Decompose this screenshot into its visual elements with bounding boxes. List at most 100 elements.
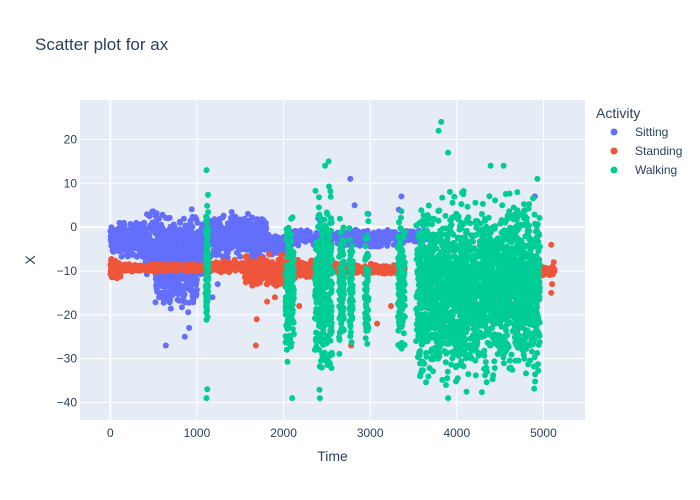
data-point-sitting [209,294,216,301]
data-point-sitting [178,273,185,280]
data-point-sitting [190,296,197,303]
data-point-sitting [161,233,168,240]
data-point-sitting [223,250,230,257]
data-point-standing [125,264,132,271]
data-point-sitting [390,241,397,248]
data-point-walking [346,225,353,232]
data-point-standing [242,253,249,260]
data-point-walking [397,225,404,232]
data-point-walking [321,261,328,268]
data-point-sitting [162,342,169,349]
data-point-walking [204,281,211,288]
data-point-sitting [230,236,237,243]
data-point-sitting [246,220,252,227]
data-point-sitting [234,217,241,224]
data-point-walking [364,340,371,347]
data-point-walking [395,327,402,334]
data-point-walking [204,230,211,237]
data-point-walking [328,289,335,296]
data-point-walking [289,257,296,264]
data-point-sitting [182,230,189,237]
data-point-walking [347,329,354,336]
data-point-sitting [175,231,181,238]
data-point-walking [287,231,294,238]
data-point-standing [548,241,555,248]
data-point-sitting [153,222,160,229]
data-point-sitting [165,237,172,244]
data-point-sitting [228,214,234,221]
data-point-standing [226,269,233,276]
data-point-walking [347,236,353,243]
data-point-standing [253,263,260,270]
data-point-standing [550,268,557,275]
data-point-sitting [152,299,159,306]
data-point-standing [388,303,394,309]
data-point-sitting [181,290,187,297]
data-point-standing [373,264,380,271]
data-point-standing [142,266,149,273]
data-point-standing [549,281,556,288]
data-point-sitting [228,209,235,215]
data-point-walking [328,219,335,226]
data-point-sitting [166,299,173,306]
data-point-sitting [173,276,180,283]
data-point-sitting [220,212,227,219]
data-point-sitting [194,252,200,259]
data-point-sitting [197,230,204,236]
data-point-standing [270,270,277,277]
data-point-walking [397,308,404,315]
data-point-walking [205,209,212,216]
data-point-sitting [122,246,128,253]
data-point-sitting [158,282,165,289]
data-point-sitting [109,235,116,242]
data-point-sitting [348,232,355,239]
data-point-walking [347,274,354,281]
data-point-walking [204,202,211,209]
data-points [107,118,558,402]
data-point-standing [252,342,259,349]
data-point-sitting [147,222,154,229]
data-point-standing [381,267,388,274]
data-point-walking [324,232,331,239]
data-point-standing [356,268,363,275]
data-point-walking [338,305,345,312]
data-point-walking [364,323,371,330]
data-point-sitting [127,239,134,246]
data-point-walking [284,358,291,365]
data-point-walking [347,248,354,255]
data-point-standing [151,263,158,269]
data-point-sitting [182,299,189,306]
data-point-walking [286,276,293,283]
data-point-sitting [234,228,241,235]
data-point-standing [273,282,279,289]
data-point-walking [395,315,402,322]
data-point-walking [322,254,329,261]
data-point-sitting [185,309,192,316]
data-point-sitting [292,227,299,234]
data-point-sitting [174,296,181,303]
data-point-walking [321,339,327,346]
data-point-walking [328,256,335,263]
data-point-walking [328,365,335,371]
data-point-walking [339,227,346,234]
data-point-sitting [297,231,304,238]
data-point-walking [365,307,372,314]
data-point-standing [218,269,224,276]
data-point-walking [322,244,329,250]
data-point-walking [283,236,289,243]
data-point-sitting [180,215,187,222]
data-point-walking [313,299,320,306]
data-point-sitting [235,248,242,255]
data-point-walking [397,343,404,350]
data-point-sitting [154,288,160,295]
data-point-walking [315,204,322,211]
data-point-standing [221,260,228,267]
data-point-sitting [178,247,185,254]
data-point-sitting [169,226,176,233]
data-point-walking [284,325,291,332]
data-point-sitting [187,227,194,234]
data-point-walking [328,280,335,287]
data-point-sitting [225,224,232,231]
data-point-standing [160,268,167,275]
data-point-sitting [118,253,125,260]
